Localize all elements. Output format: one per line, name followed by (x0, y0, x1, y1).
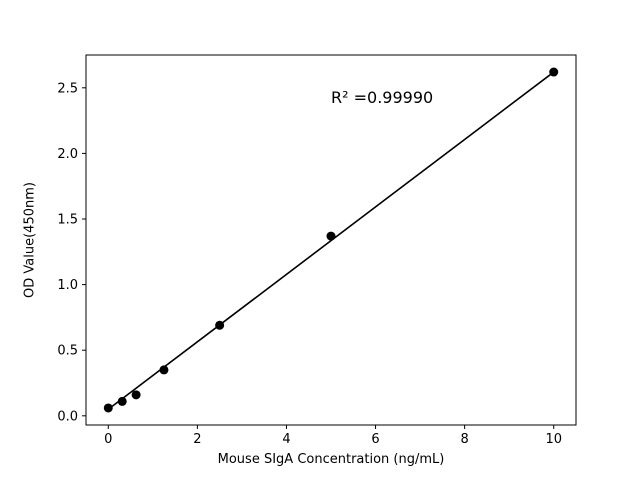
fit-line (107, 71, 555, 410)
data-point (117, 396, 127, 406)
data-point (103, 403, 113, 413)
y-axis-label: OD Value(450nm) (22, 182, 38, 298)
data-point (549, 67, 559, 77)
y-tick-label: 1.5 (57, 213, 78, 228)
x-tick-label: 6 (371, 432, 379, 447)
x-tick-label: 2 (193, 432, 201, 447)
x-axis-label: Mouse SIgA Concentration (ng/mL) (217, 452, 445, 467)
y-tick-label: 0.5 (57, 344, 78, 359)
y-tick-label: 2.0 (57, 147, 78, 162)
y-tick-label: 1.0 (57, 278, 78, 293)
data-point (159, 365, 169, 375)
x-tick-label: 8 (460, 432, 468, 447)
data-point (215, 320, 225, 330)
data-point (326, 231, 336, 241)
x-tick-label: 0 (104, 432, 112, 447)
plot-box (85, 54, 577, 426)
r-squared-annotation: R² =0.99990 (331, 88, 434, 108)
data-point (131, 390, 141, 400)
x-tick-label: 10 (545, 432, 562, 447)
y-tick-label: 0.0 (57, 409, 78, 424)
x-tick-label: 4 (282, 432, 290, 447)
y-tick-label: 2.5 (57, 81, 78, 96)
